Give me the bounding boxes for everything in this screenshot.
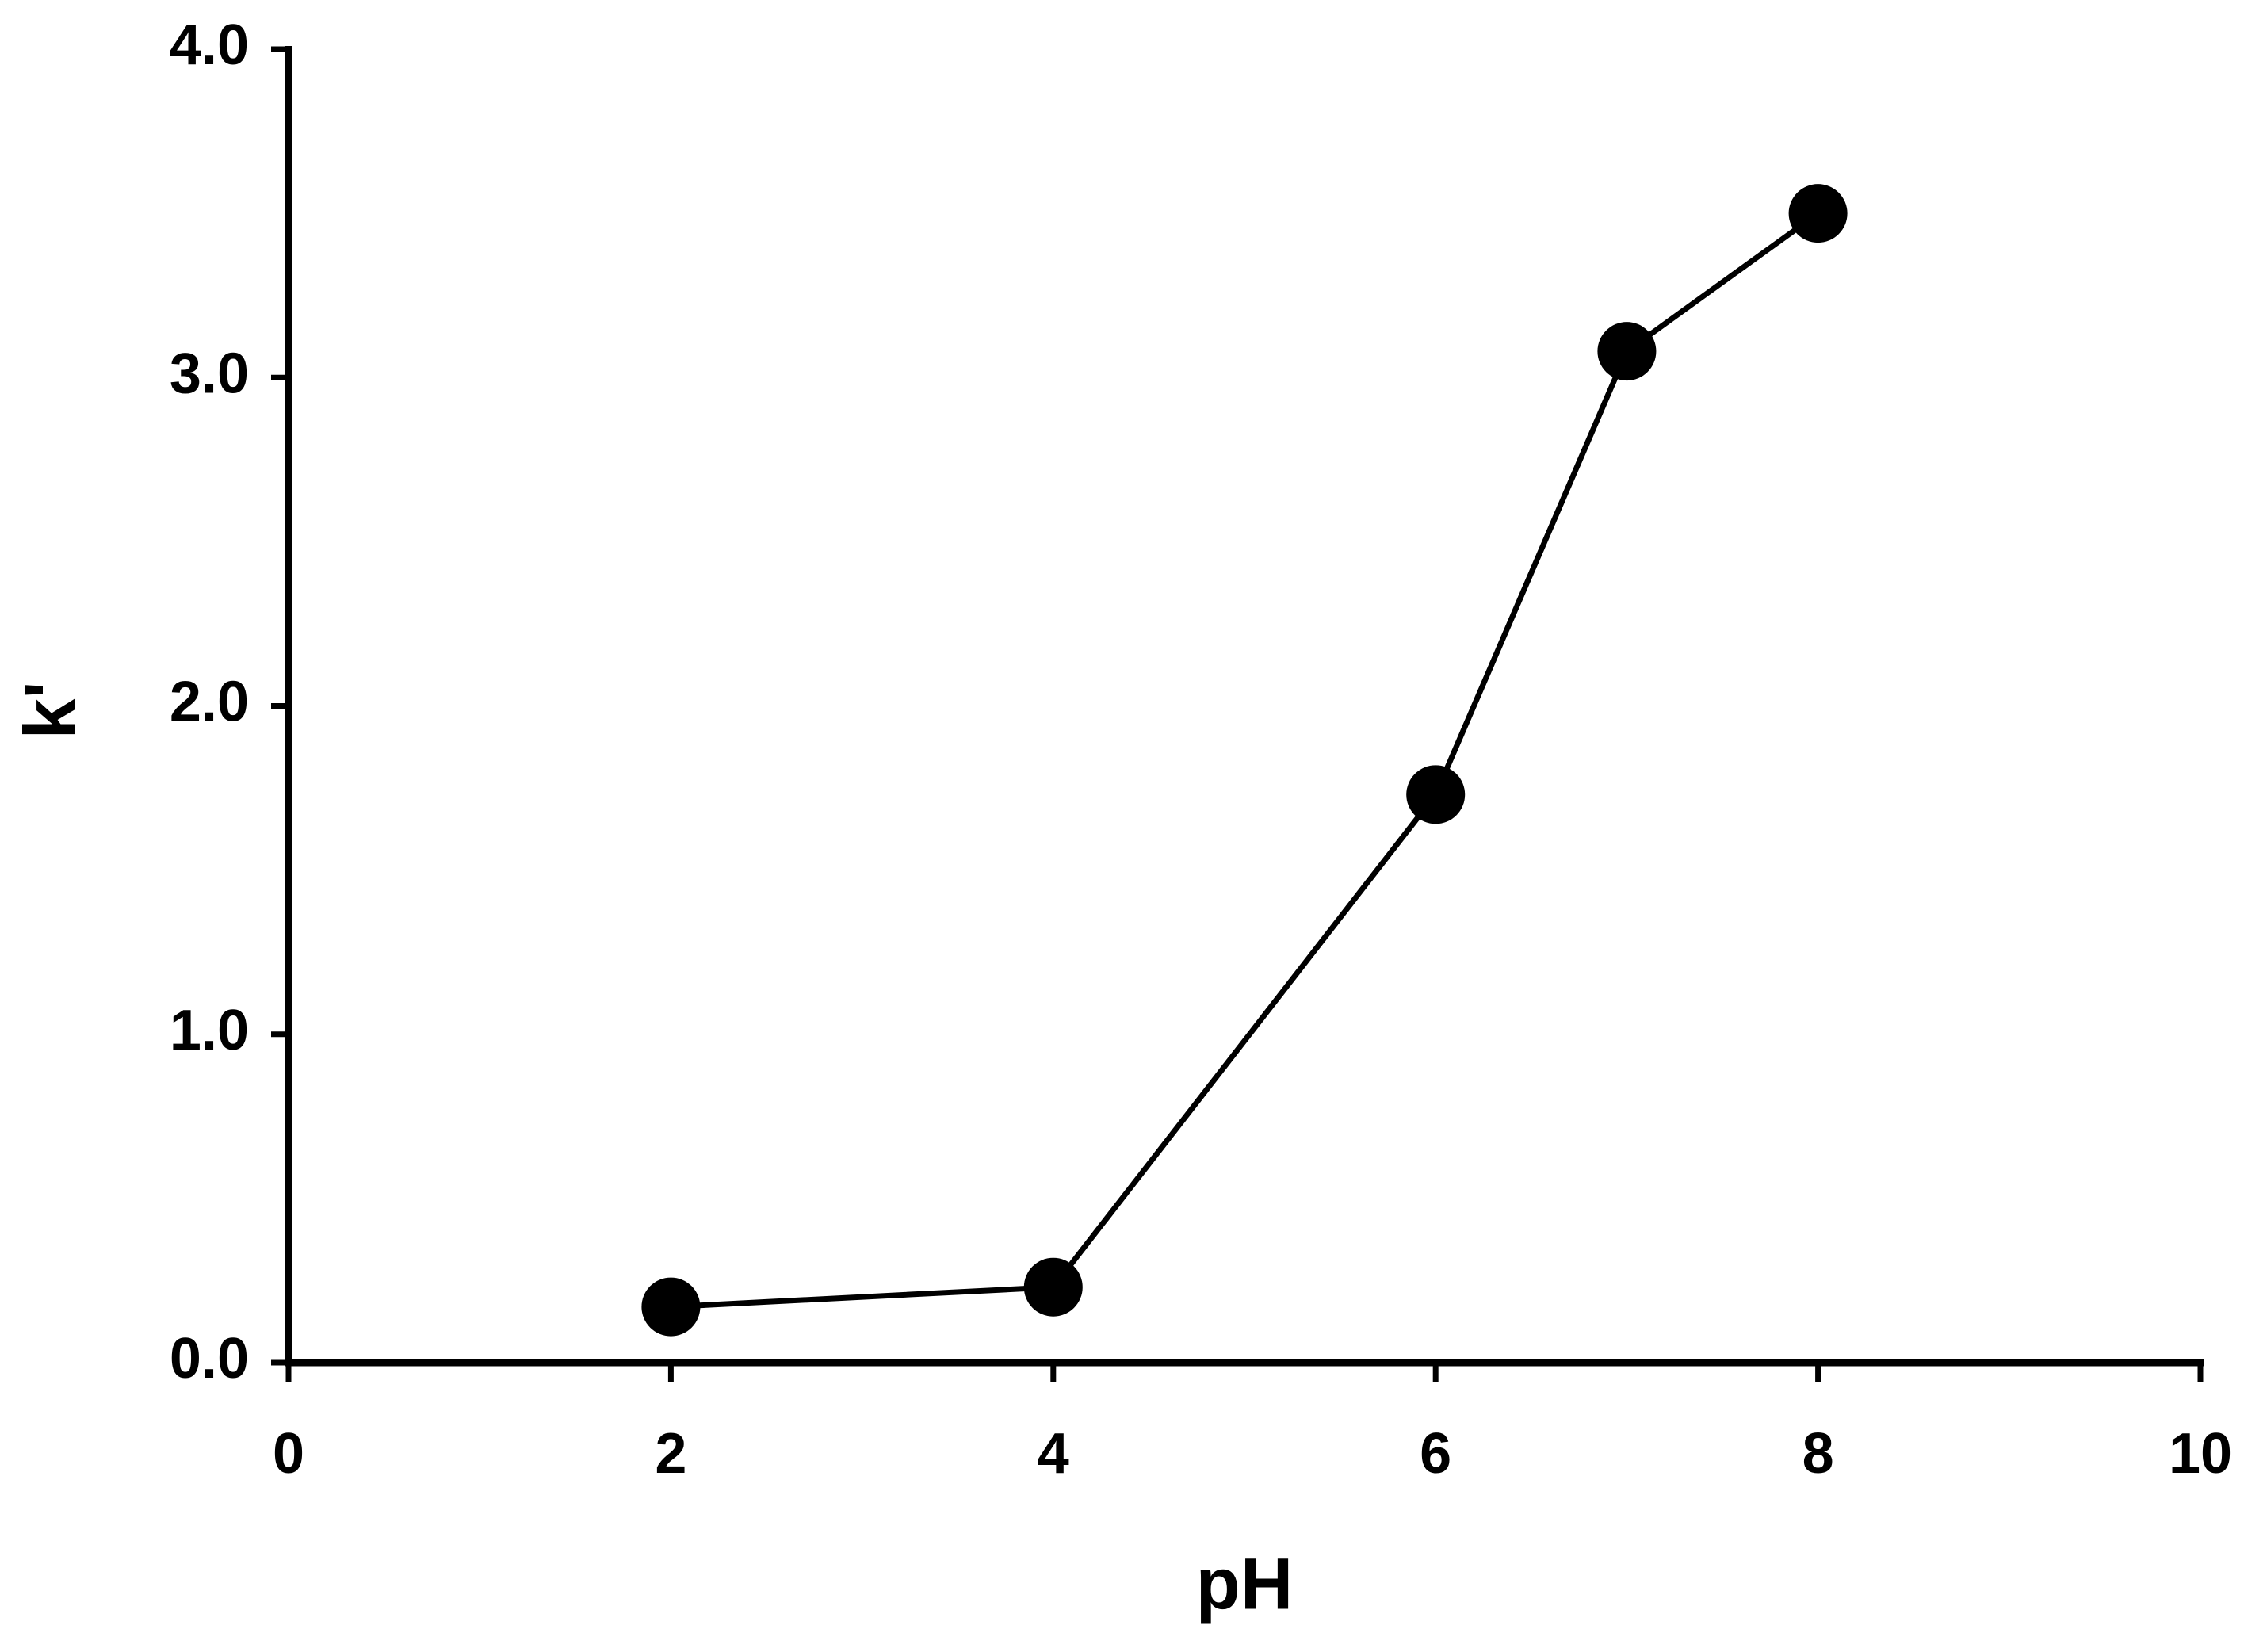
- y-tick-label: 4.0: [170, 13, 249, 77]
- data-point: [641, 1277, 701, 1337]
- x-tick-label: 10: [2169, 1422, 2232, 1486]
- data-point: [1406, 765, 1466, 824]
- y-axis-title: k': [10, 681, 90, 739]
- data-point: [1023, 1257, 1083, 1317]
- x-tick-label: 0: [273, 1422, 304, 1486]
- x-tick-label: 2: [655, 1422, 686, 1486]
- y-tick-label: 0.0: [170, 1327, 249, 1390]
- y-tick-label: 1.0: [170, 999, 249, 1062]
- y-tick-label: 3.0: [170, 342, 249, 405]
- x-tick-label: 6: [1420, 1422, 1451, 1486]
- x-tick-label: 8: [1802, 1422, 1834, 1486]
- data-point: [1788, 184, 1848, 243]
- y-tick-label: 2.0: [170, 671, 249, 734]
- x-tick-label: 4: [1038, 1422, 1069, 1486]
- data-point: [1597, 322, 1657, 381]
- series-line: [671, 211, 1820, 1310]
- x-axis-title: pH: [1196, 1543, 1294, 1624]
